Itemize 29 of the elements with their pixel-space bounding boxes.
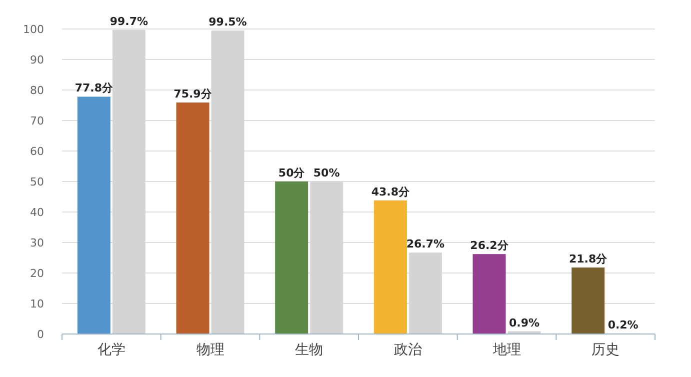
- data-label: 50分: [278, 166, 306, 180]
- data-label: 0.9%: [508, 316, 540, 330]
- data-label: 99.5%: [208, 16, 247, 29]
- x-tick-label: 地理: [492, 342, 521, 358]
- x-tick-label: 生物: [295, 342, 324, 358]
- data-label: 0.2%: [608, 318, 638, 332]
- x-tick-label: 物理: [196, 342, 224, 358]
- data-label: 26.7%: [406, 238, 445, 251]
- data-label: 99.7%: [110, 14, 148, 28]
- data-label: 77.8分: [74, 82, 114, 95]
- y-tick-label: 60: [30, 144, 44, 158]
- y-tick-label: 80: [30, 84, 44, 97]
- y-tick-label: 20: [30, 266, 44, 280]
- y-tick-label: 70: [30, 114, 44, 128]
- data-label: 75.9分: [174, 88, 213, 101]
- data-label: 26.2分: [470, 239, 510, 252]
- x-tick-label: 化学: [97, 342, 126, 358]
- y-tick-label: 30: [30, 236, 44, 250]
- data-label: 21.8分: [569, 252, 608, 266]
- y-tick-label: 10: [30, 297, 44, 310]
- y-tick-label: 50: [30, 175, 44, 188]
- data-label: 50%: [313, 166, 340, 180]
- y-tick-label: 0: [37, 328, 44, 341]
- x-tick-label: 历史: [592, 342, 620, 358]
- y-tick-label: 40: [30, 206, 44, 219]
- data-label: 43.8分: [371, 185, 410, 198]
- y-tick-label: 100: [23, 22, 44, 36]
- x-tick-label: 政治: [394, 342, 422, 358]
- y-tick-label: 90: [30, 53, 44, 66]
